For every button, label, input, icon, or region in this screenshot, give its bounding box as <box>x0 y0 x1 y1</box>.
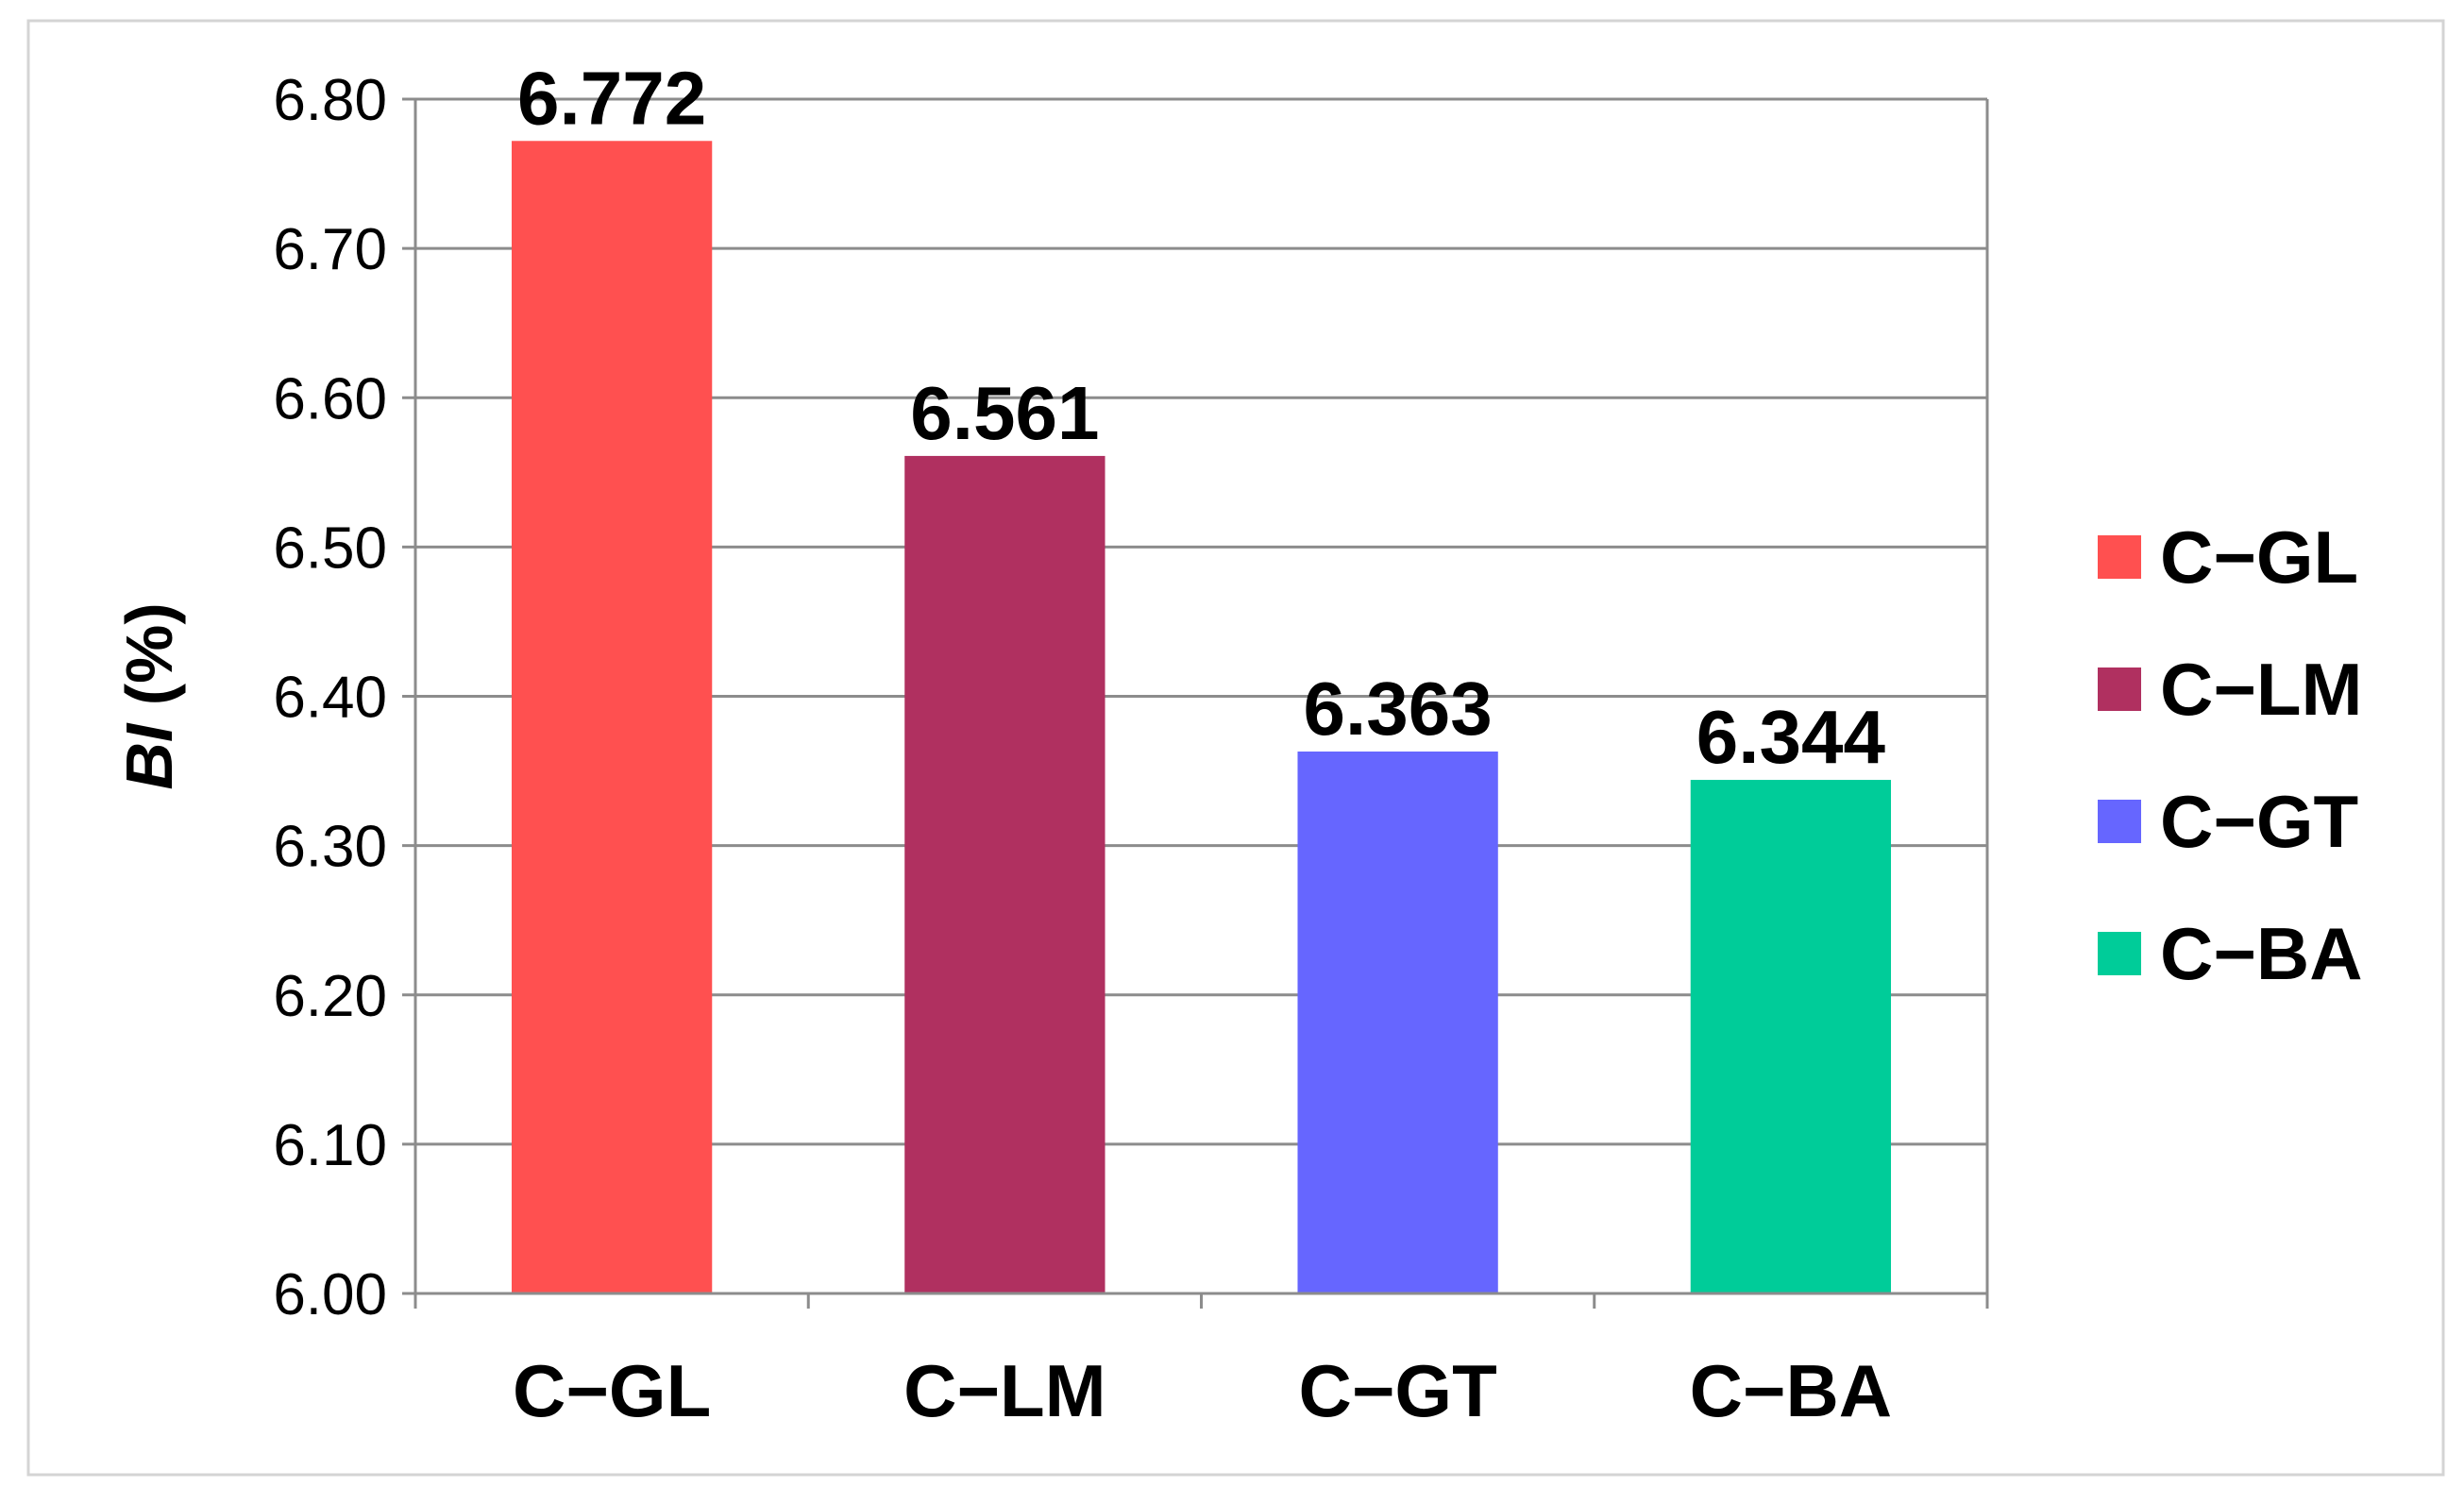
bars <box>511 141 1892 1293</box>
data-label: 6.344 <box>1696 695 1886 779</box>
y-tick-label: 6.40 <box>273 666 387 731</box>
legend-entry-label: C−LM <box>2160 648 2363 731</box>
x-tick-label: C−BA <box>1690 1349 1893 1432</box>
x-tick-label: C−GL <box>513 1349 711 1432</box>
x-tick-labels: C−GL C−LM C−GT C−BA <box>513 1349 1892 1432</box>
y-axis-title-unit: (%) <box>112 602 186 723</box>
x-tick-label: C−LM <box>903 1349 1106 1432</box>
axes <box>402 97 1989 1309</box>
y-tick-label: 6.30 <box>273 815 387 880</box>
data-label: 6.772 <box>517 56 706 140</box>
y-tick-labels: 6.00 6.10 6.20 6.30 6.40 6.50 6.60 6.70 6.80 <box>273 68 387 1327</box>
y-tick-label: 6.80 <box>273 68 387 133</box>
bar <box>1690 780 1892 1293</box>
y-tick-label: 6.50 <box>273 515 387 581</box>
y-tick-label: 6.20 <box>273 964 387 1029</box>
y-tick-label: 6.60 <box>273 366 387 431</box>
y-tick-label: 6.10 <box>273 1113 387 1178</box>
legend: C−GL C−LM C−GT C−BA <box>2098 515 2363 995</box>
bar <box>511 141 713 1293</box>
legend-entry-label: C−GL <box>2160 515 2358 599</box>
y-axis-title-italic: BI <box>112 722 186 790</box>
y-tick-label: 6.00 <box>273 1262 387 1327</box>
bar <box>904 455 1105 1293</box>
y-axis-title: BI (%) <box>112 602 186 789</box>
legend-entry-label: C−GT <box>2160 780 2358 863</box>
chart-border <box>26 19 2445 1477</box>
legend-swatch <box>2098 800 2141 843</box>
data-label: 6.363 <box>1304 667 1493 751</box>
data-labels: 6.772 6.561 6.363 6.344 <box>517 56 1885 779</box>
data-label: 6.561 <box>910 371 1099 455</box>
legend-entry-label: C−BA <box>2160 912 2363 995</box>
legend-swatch <box>2098 535 2141 579</box>
bar <box>1297 752 1498 1293</box>
y-tick-label: 6.70 <box>273 217 387 282</box>
x-tick-label: C−GT <box>1299 1349 1497 1432</box>
legend-swatch <box>2098 932 2141 975</box>
legend-swatch <box>2098 668 2141 711</box>
